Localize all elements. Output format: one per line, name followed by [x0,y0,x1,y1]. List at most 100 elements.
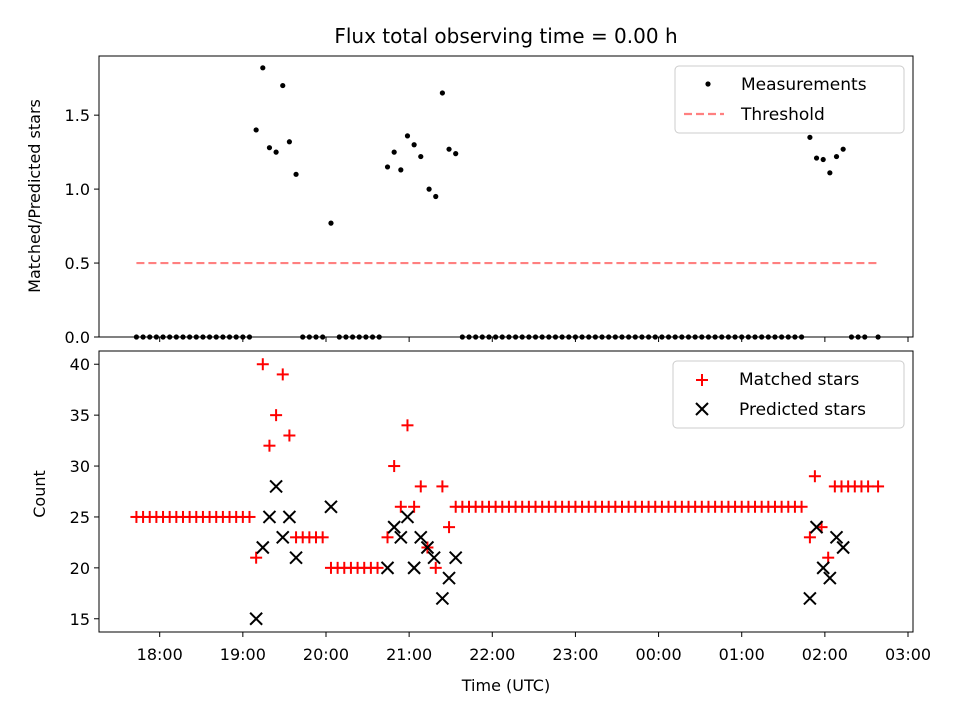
predicted-stars-point [427,550,441,565]
xtick-label: 22:00 [469,645,515,664]
xtick-label: 23:00 [552,645,598,664]
matched-stars-point [414,480,427,493]
matched-stars-point [243,510,256,523]
xtick-label: 18:00 [137,645,183,664]
legend-predicted-label: Predicted stars [739,400,866,420]
ratio-plot-area: 0.0 0.5 1.0 1.5 [65,55,914,347]
matched-stars-point [872,480,885,493]
predicted-stars-point [823,571,837,585]
predicted-stars-point [282,510,297,524]
count-legend-box [672,360,905,429]
predicted-stars-point [803,591,817,606]
measurement-point [293,171,299,177]
legend-threshold-label: Threshold [740,105,825,125]
matched-stars-point [283,429,296,442]
measurement-point [266,145,273,151]
predicted-stars-point [249,612,263,626]
predicted-stars-point [324,500,338,514]
predicted-stars-point [262,510,277,524]
xtick-label: 20:00 [303,645,349,664]
count-axes-frame [98,350,914,633]
measurement-point [813,155,820,161]
count-ytick-label: 15 [70,610,90,629]
xtick-label: 19:00 [220,645,266,664]
measurement-point [439,90,445,96]
matched-stars-point [316,531,329,544]
predicted-stars-point [448,550,463,565]
matched-stars-point [381,531,394,544]
measurement-point [398,167,404,173]
measurement-point [827,170,833,176]
predicted-stars-point [269,479,283,494]
measurement-point [807,134,813,140]
measurement-point [273,149,279,155]
count-plot-area: 15 20 25 30 35 40 18:00 19:00 20:00 21:00 22:00 23:… [70,350,931,664]
matched-stars-point [408,500,421,513]
measurement-point [286,139,293,145]
predicted-stars-point [256,540,270,555]
predicted-stars-point [407,561,421,575]
matched-stars-point [803,531,816,544]
count-legend: Matched stars Predicted stars [672,360,905,429]
predicted-stars-point [435,591,450,606]
measurement-point [280,82,286,89]
measurement-point [418,153,424,160]
matched-stars-point [394,500,407,513]
matched-stars-point [436,480,449,493]
count-ytick-label: 40 [70,355,90,374]
legend-matched-label: Matched stars [739,370,859,390]
predicted-stars-point [387,520,401,534]
predicted-stars-point [380,561,395,575]
legend-matched-marker [696,374,708,386]
matched-stars-point [263,439,276,452]
ratio-legend: Measurements Threshold [674,65,905,134]
xtick-label: 02:00 [802,645,848,664]
predicted-stars-point [809,520,824,534]
predicted-stars-point [394,530,408,545]
ratio-ytick-label: 0.0 [65,328,90,347]
predicted-stars-point [816,561,830,575]
matched-stars-point [401,419,414,432]
measurement-point [260,65,266,71]
ratio-ytick-label: 1.5 [65,106,90,125]
xtick-label: 03:00 [885,645,931,664]
ratio-legend-box [674,65,905,134]
measurement-point [253,127,259,133]
legend-measurements-label: Measurements [741,75,867,95]
ratio-ytick-label: 0.5 [65,254,90,273]
legend-predicted-marker [695,402,709,416]
predicted-stars-point [420,540,435,555]
ratio-panel: Flux total observing time = 0.00 h Match… [25,24,914,347]
x-axis-label: Time (UTC) [461,676,550,695]
predicted-stars-point [414,530,428,545]
count-ytick-label: 35 [70,406,90,425]
ratio-axes-frame [98,55,914,338]
count-ytick-label: 20 [70,559,90,578]
count-panel: Count Time (UTC) 15 20 25 30 35 40 18:00 19:00 2… [30,350,931,695]
matched-stars-point [795,500,808,513]
matched-stars-point [429,561,442,574]
matched-stars-point [388,460,401,473]
measurement-point [453,151,459,157]
predicted-stars-point [400,510,415,524]
measurement-point [411,142,417,148]
xtick-label: 01:00 [719,645,765,664]
measurement-point [433,193,439,200]
matched-stars-point [256,358,269,371]
measurement-point [404,133,411,139]
predicted-stars-point [276,530,290,545]
measurement-point [426,186,432,192]
measurement-point [384,164,391,170]
matched-stars-point [808,470,821,483]
matched-stars-point [276,368,289,381]
predicted-stars-point [829,530,844,545]
measurement-point [328,220,334,226]
matched-stars-point [371,561,384,574]
xtick-label: 21:00 [386,645,432,664]
predicted-stars-point [289,550,303,565]
xtick-label: 00:00 [636,645,682,664]
top-y-axis-label: Matched/Predicted stars [25,99,44,293]
measurement-point [820,156,826,163]
measurement-point [446,146,452,152]
